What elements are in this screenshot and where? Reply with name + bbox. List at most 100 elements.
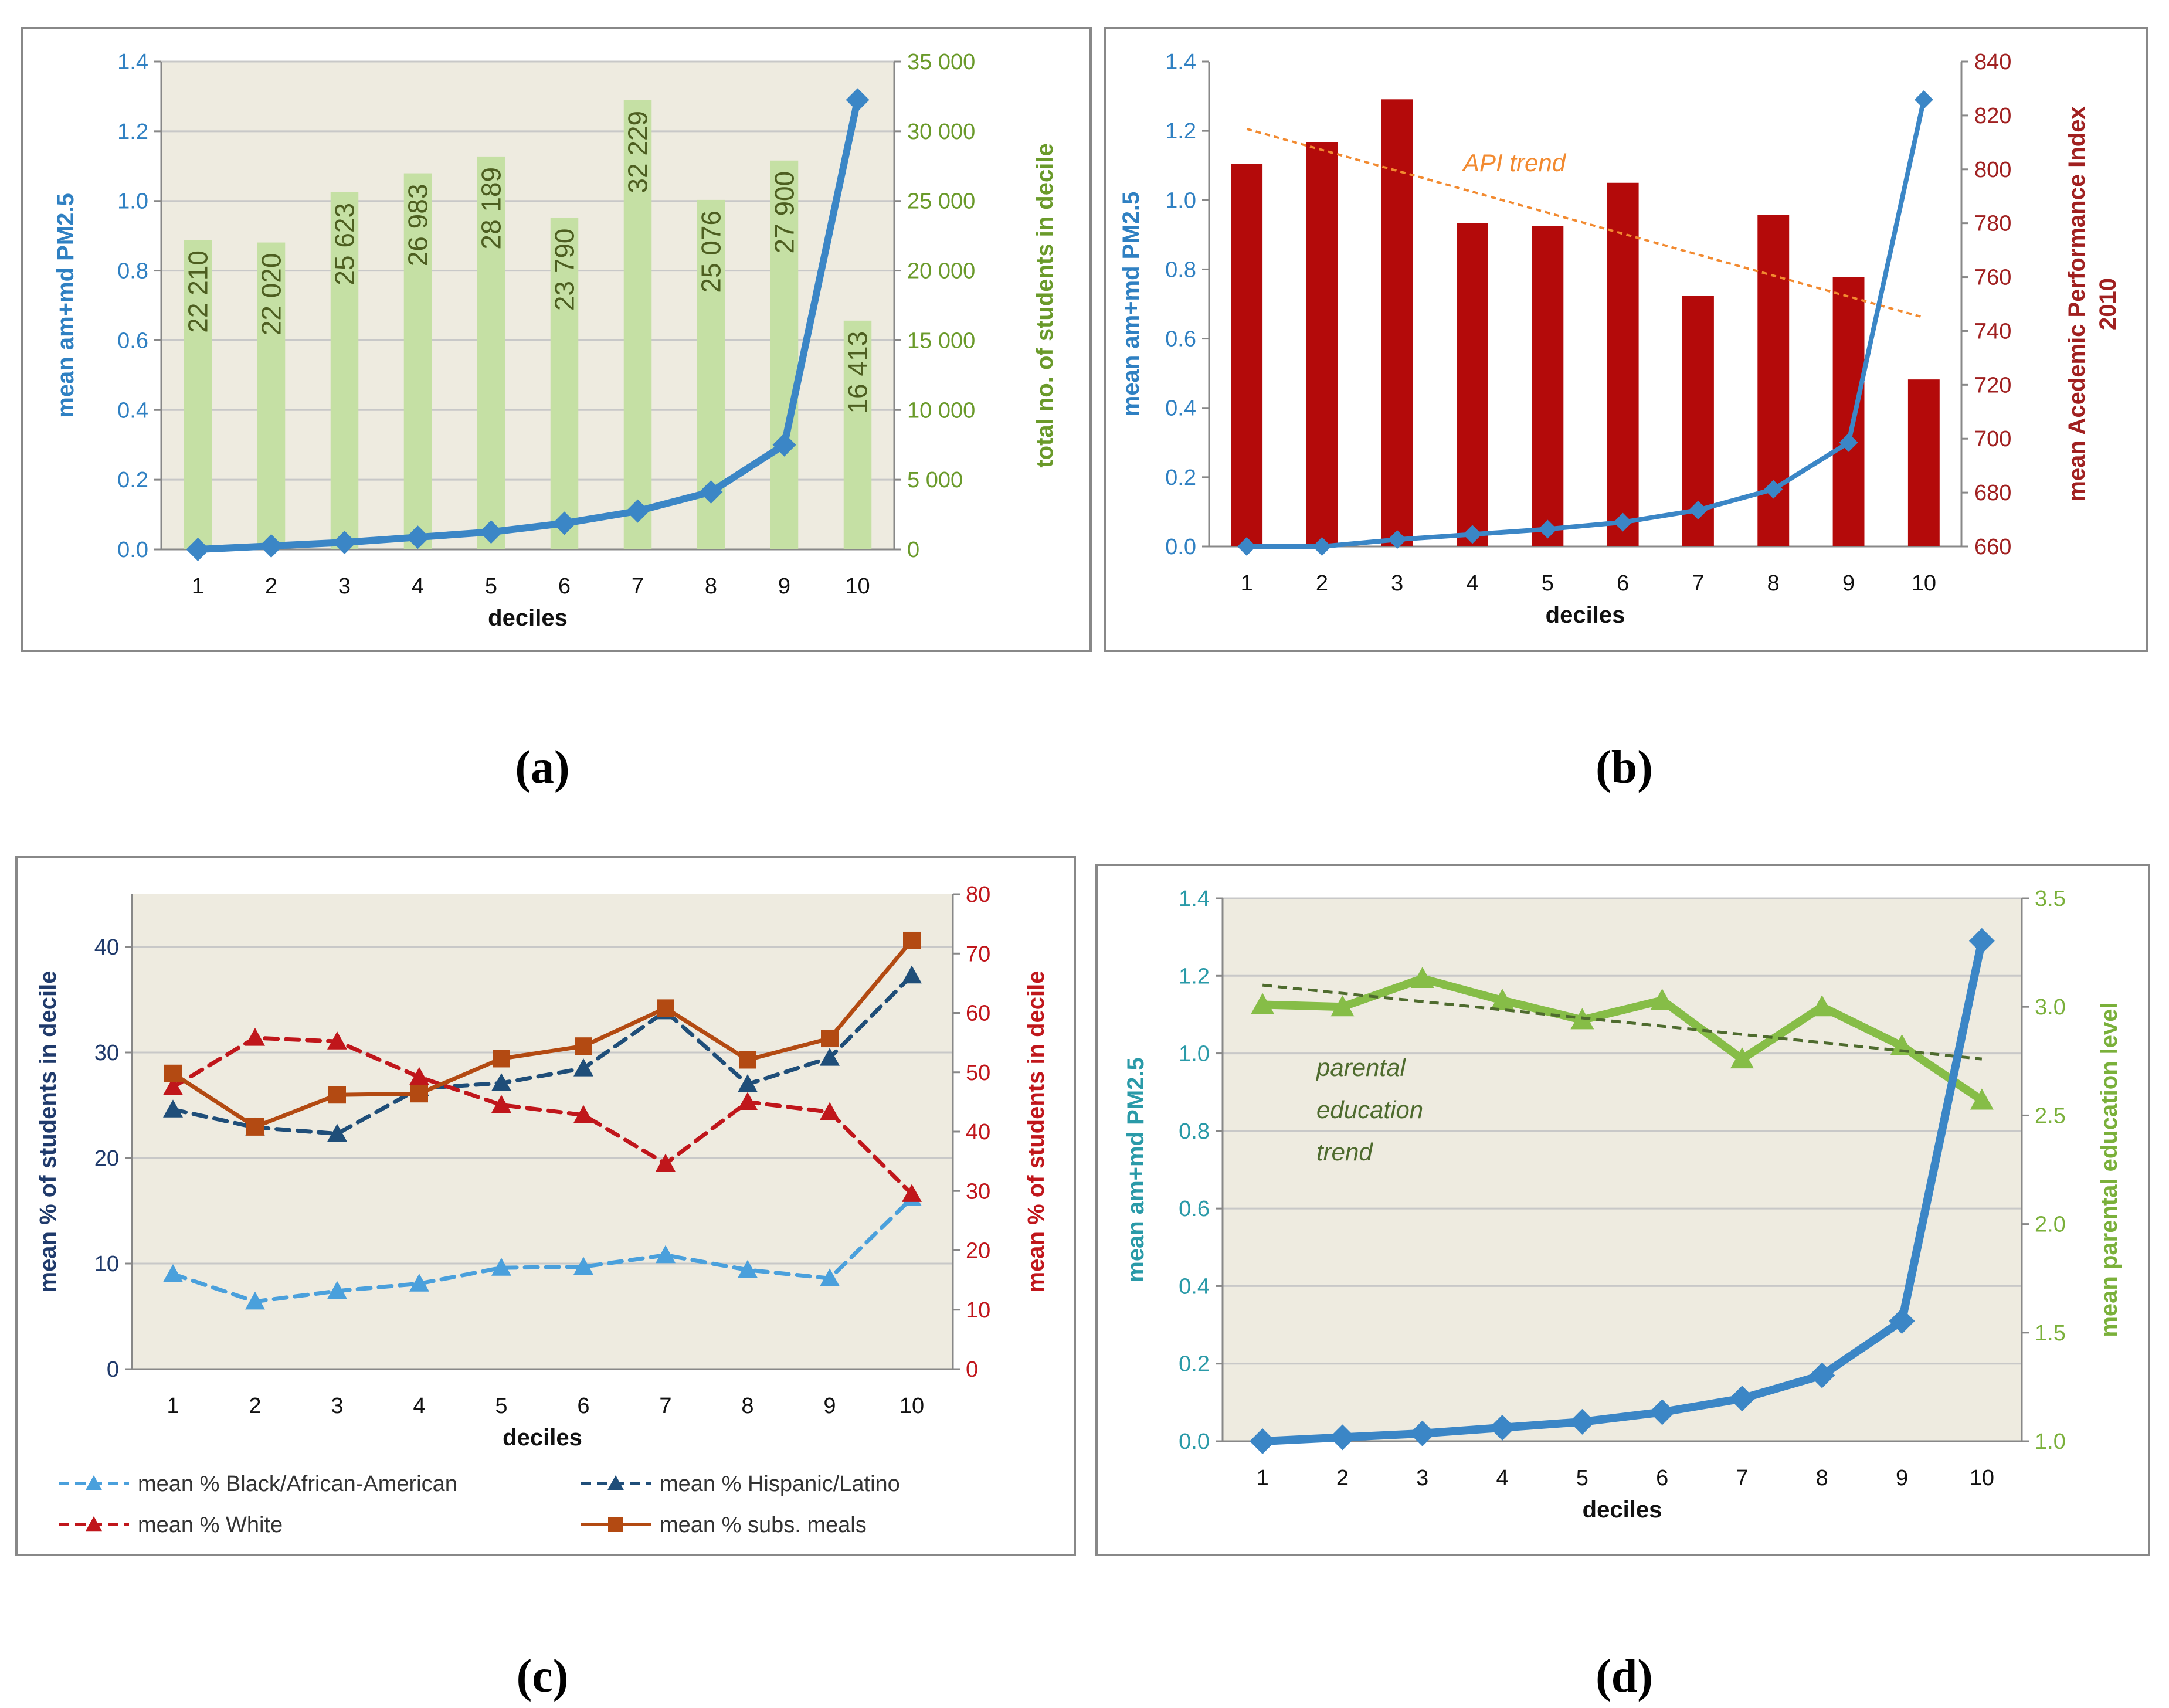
tick-label-x: 5 <box>1542 571 1554 596</box>
pm25-marker <box>259 534 283 558</box>
tick-label-x: 10 <box>899 1394 924 1418</box>
legend-swatch-marker <box>86 1475 102 1490</box>
parent-edu-marker <box>1330 995 1355 1017</box>
tick-label-x: 9 <box>1896 1466 1908 1490</box>
tick-label-right: 760 <box>1974 266 2011 290</box>
api-trend-label: API trend <box>1461 149 1567 176</box>
bar-data-label: 22 020 <box>256 253 287 336</box>
pm25-line <box>1244 97 1926 549</box>
tick-label-x: 4 <box>413 1394 425 1418</box>
tick-label-right: 3.5 <box>2035 887 2066 911</box>
tick-label-left: 0.8 <box>1179 1119 1210 1144</box>
tick-label-right: 70 <box>966 942 990 966</box>
series-marker-3 <box>739 1051 756 1069</box>
bar-data-label: 16 413 <box>843 331 873 414</box>
tick-label-x: 2 <box>249 1394 261 1418</box>
y-axis-title-right: mean Acedemic Performance Index <box>2064 106 2090 501</box>
series-marker-1 <box>163 1099 183 1118</box>
tick-label-right: 0 <box>966 1357 978 1382</box>
tick-label-left: 0.0 <box>1165 535 1196 559</box>
tick-label-right: 5 000 <box>907 468 963 493</box>
tick-label-left: 1.4 <box>1179 887 1210 911</box>
tick-label-right: 15 000 <box>907 328 975 353</box>
parent-trend-label: trend <box>1316 1138 1373 1166</box>
parent-edu-marker <box>1650 989 1674 1010</box>
y-axis-title-left: mean am+md PM2.5 <box>53 193 79 418</box>
series-marker-0 <box>573 1257 593 1275</box>
plot-area <box>1223 898 2022 1441</box>
tick-label-left: 0.2 <box>1179 1352 1210 1377</box>
tick-label-x: 9 <box>1842 571 1855 596</box>
y-axis-title-right-2: 2010 <box>2095 278 2121 330</box>
pm25-marker <box>1569 1408 1596 1435</box>
tick-label-right: 20 <box>966 1239 990 1264</box>
tick-label-right: 25 000 <box>907 189 975 214</box>
parent-trend-label: education <box>1316 1096 1423 1123</box>
parent-trend-line <box>1262 983 1983 1061</box>
tick-label-left: 1.0 <box>1179 1042 1210 1067</box>
api-bar <box>1532 226 1564 546</box>
bar-data-label: 26 983 <box>403 184 433 267</box>
student-bar <box>843 320 872 549</box>
parent-edu-marker <box>1810 995 1834 1017</box>
tick-label-left: 1.4 <box>1165 50 1196 74</box>
tick-label-right: 1.0 <box>2035 1429 2066 1454</box>
tick-label-x: 8 <box>705 574 717 599</box>
pm25-marker <box>1387 530 1407 549</box>
pm25-marker <box>1538 519 1557 539</box>
series-marker-0 <box>491 1258 511 1276</box>
series-marker-3 <box>246 1118 264 1136</box>
api-bar <box>1381 99 1413 547</box>
tick-label-x: 1 <box>167 1394 179 1418</box>
pm25-marker <box>1613 512 1632 532</box>
tick-label-left: 0.4 <box>117 398 148 423</box>
tick-label-right: 680 <box>1974 481 2011 505</box>
tick-label-left: 0.8 <box>1165 257 1196 282</box>
tick-label-left: 0.4 <box>1179 1274 1210 1299</box>
y-axis-title-right: total no. of students in decile <box>1032 143 1058 467</box>
parent-trend-label: parental <box>1315 1054 1406 1081</box>
series-marker-2 <box>245 1028 265 1046</box>
series-marker-0 <box>820 1268 840 1286</box>
student-bar <box>330 192 359 550</box>
tick-label-right: 800 <box>1974 158 2011 182</box>
pm25-marker <box>186 538 210 561</box>
student-bar <box>623 100 652 550</box>
tick-label-x: 3 <box>338 574 351 599</box>
pm25-line <box>1258 936 1986 1445</box>
series-marker-1 <box>820 1048 840 1066</box>
legend-entry: mean % Black/African-American <box>138 1472 457 1496</box>
pm25-marker <box>626 499 650 523</box>
tick-label-x: 4 <box>412 574 424 599</box>
tick-label-x: 1 <box>192 574 204 599</box>
tick-label-right: 720 <box>1974 373 2011 398</box>
api-trend-line <box>1246 127 1924 319</box>
tick-label-x: 6 <box>1617 571 1629 596</box>
series-marker-1 <box>491 1073 511 1091</box>
tick-label-right: 10 000 <box>907 398 975 423</box>
panel-label: (d) <box>1596 1651 1653 1702</box>
series-marker-3 <box>164 1064 182 1082</box>
tick-label-left: 0.8 <box>117 259 148 284</box>
series-marker-1 <box>902 965 922 984</box>
series-marker-0 <box>656 1245 676 1264</box>
series-marker-2 <box>573 1105 593 1123</box>
tick-label-right: 2.5 <box>2035 1103 2066 1128</box>
tick-label-x: 4 <box>1466 571 1478 596</box>
series-marker-2 <box>820 1102 840 1120</box>
bar-data-label: 25 076 <box>696 210 727 293</box>
student-bar <box>403 173 432 549</box>
student-bar <box>477 156 505 549</box>
legend-entry: mean % subs. meals <box>660 1513 867 1537</box>
series-marker-2 <box>656 1153 676 1172</box>
pm25-marker <box>846 88 870 112</box>
chart-d: 0.0 0.2 0.4 0.6 0.8 1.0 1.2 1.4 1.0 1.5 2.0 2.5 3.0 3… <box>1095 864 2150 1556</box>
tick-label-left: 0.6 <box>1165 327 1196 352</box>
tick-label-right: 35 000 <box>907 50 975 74</box>
pm25-marker <box>1312 537 1332 556</box>
tick-label-left: 0.4 <box>1165 396 1196 421</box>
tick-label-left: 0.2 <box>117 468 148 493</box>
tick-label-right: 60 <box>966 1001 990 1026</box>
parent-edu-marker <box>1491 989 1515 1010</box>
api-bar <box>1832 277 1865 546</box>
